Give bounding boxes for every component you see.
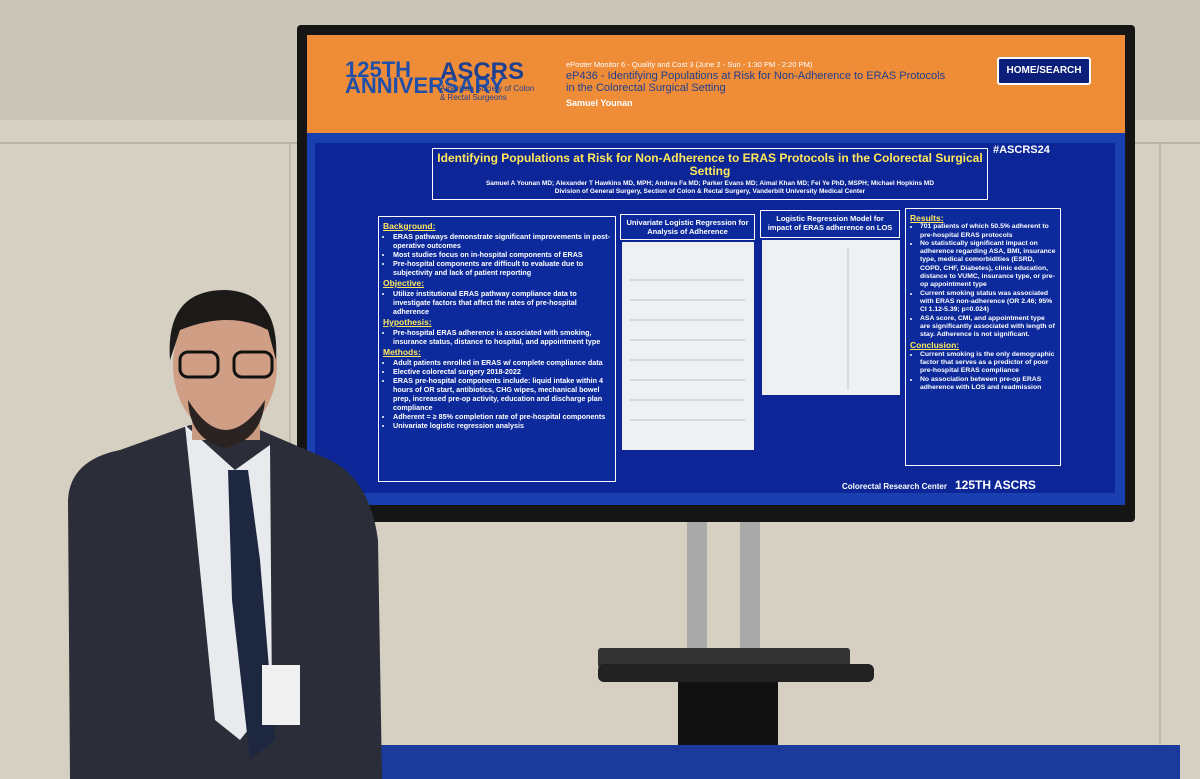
- logo-anniversary: 125TH ANNIVERSARY: [345, 57, 505, 98]
- bullet: Pre-hospital components are difficult to…: [393, 259, 611, 277]
- section-heading: Results:: [910, 213, 944, 223]
- logo-subtitle: American Society of Colon & Rectal Surge…: [440, 84, 535, 102]
- footer-right: 125TH ASCRS: [955, 478, 1036, 492]
- stand-pole: [740, 515, 760, 655]
- bullet: Pre-hospital ERAS adherence is associate…: [393, 328, 611, 346]
- poster-affiliation: Division of General Surgery, Section of …: [554, 188, 866, 195]
- badge: [262, 665, 300, 725]
- left-column: Background:ERAS pathways demonstrate sig…: [378, 216, 616, 482]
- bullet: Adult patients enrolled in ERAS w/ compl…: [393, 358, 611, 367]
- table1-image: [622, 242, 754, 450]
- table2-image: [762, 240, 900, 395]
- bullet: No association between pre-op ERAS adher…: [920, 376, 1056, 393]
- face: [173, 295, 277, 435]
- section-heading: Objective:: [383, 278, 425, 288]
- bullet: Adherent = ≥ 85% completion rate of pre-…: [393, 412, 611, 421]
- stand-pole: [687, 515, 707, 655]
- bullet: ERAS pathways demonstrate significant im…: [393, 232, 611, 250]
- table2-title: Logistic Regression Model for impact of …: [760, 210, 900, 238]
- header-bar: [307, 35, 1125, 133]
- hashtag: #ASCRS24: [993, 144, 1050, 156]
- section-heading: Hypothesis:: [383, 317, 432, 327]
- presenter: Samuel Younan: [566, 98, 633, 108]
- bullet-list: Utilize institutional ERAS pathway compl…: [383, 289, 611, 316]
- beard: [188, 400, 265, 448]
- bullet-list: Current smoking is the only demographic …: [910, 351, 1056, 392]
- bullet: Elective colorectal surgery 2018-2022: [393, 367, 611, 376]
- bullet-list: Adult patients enrolled in ERAS w/ compl…: [383, 358, 611, 430]
- table-skirt: [370, 745, 1180, 779]
- header-poster-title: eP436 - Identifying Populations at Risk …: [566, 70, 946, 94]
- bullet: Univariate logistic regression analysis: [393, 421, 611, 430]
- section-heading: Background:: [383, 221, 436, 231]
- bullet-list: ERAS pathways demonstrate significant im…: [383, 232, 611, 277]
- table1-title: Univariate Logistic Regression for Analy…: [620, 214, 755, 240]
- poster-authors: Samuel A Younan MD; Alexander T Hawkins …: [485, 180, 935, 187]
- glasses: [178, 350, 220, 379]
- session: ePoster Monitor 6 - Quality and Cost 3 (…: [566, 60, 813, 69]
- footer-left: Colorectal Research Center: [842, 482, 947, 491]
- section-heading: Conclusion:: [910, 340, 960, 351]
- right-column: Results:701 patients of which 50.5% adhe…: [905, 208, 1061, 466]
- poster-title: Identifying Populations at Risk for Non-…: [437, 151, 983, 178]
- home-search-button[interactable]: HOME/SEARCH: [997, 57, 1091, 85]
- bullet: No statistically significant impact on a…: [920, 240, 1056, 290]
- keyboard: [598, 648, 850, 668]
- bullet: Current smoking status was associated wi…: [920, 290, 1056, 315]
- bullet-list: Pre-hospital ERAS adherence is associate…: [383, 328, 611, 346]
- person: [68, 290, 382, 779]
- section-heading: Methods:: [383, 347, 421, 357]
- bullet: Most studies focus on in-hospital compon…: [393, 250, 611, 259]
- poster-title-box: Identifying Populations at Risk for Non-…: [432, 148, 988, 200]
- bullet-list: 701 patients of which 50.5% adherent to …: [910, 223, 1056, 339]
- logo-org: ASCRS: [440, 58, 525, 85]
- bullet: Utilize institutional ERAS pathway compl…: [393, 289, 611, 316]
- glasses: [232, 350, 274, 379]
- bullet: ERAS pre-hospital components include: li…: [393, 376, 611, 412]
- shelf: [598, 664, 874, 682]
- hair: [169, 290, 277, 360]
- bullet: ASA score, CMI, and appointment type are…: [920, 315, 1056, 340]
- bullet: 701 patients of which 50.5% adherent to …: [920, 223, 1056, 240]
- bullet: Current smoking is the only demographic …: [920, 351, 1056, 376]
